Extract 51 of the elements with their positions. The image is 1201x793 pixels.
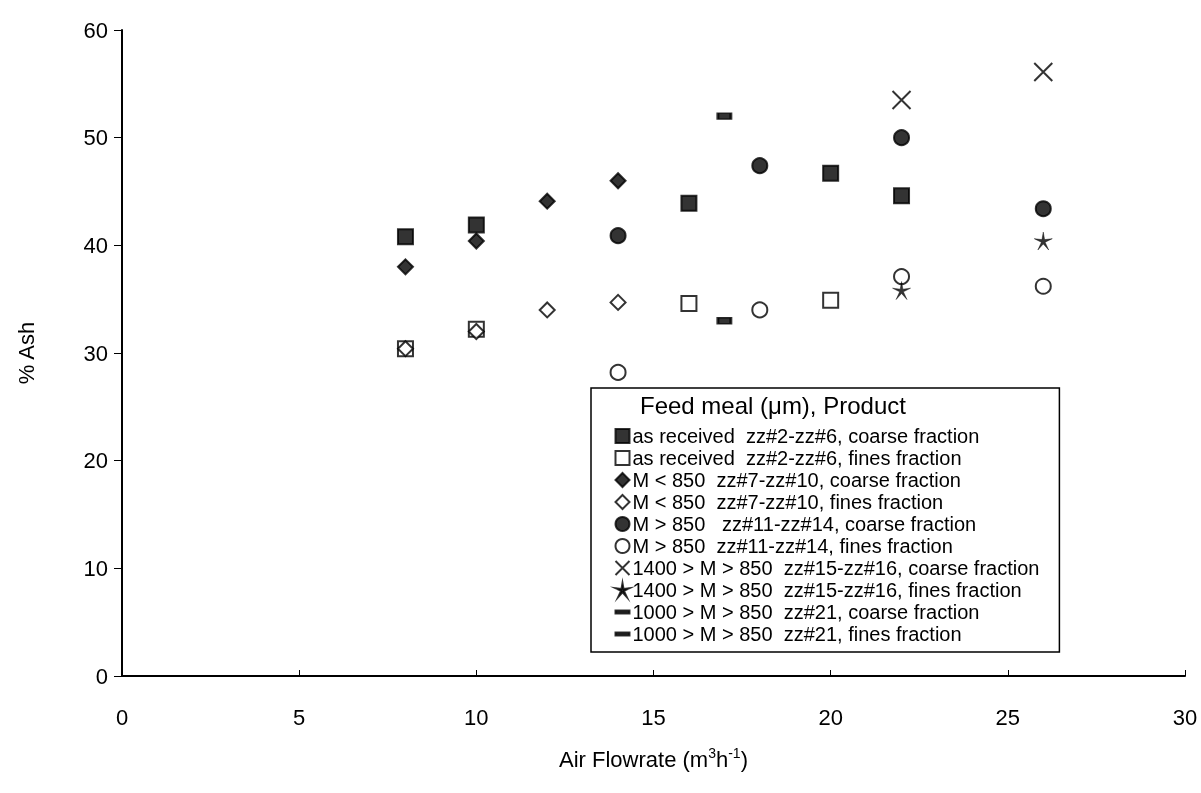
point [893,268,911,286]
x-tick-label: 20 [818,704,843,730]
legend-label: 1400 > M > 850 zz#15-zz#16, coarse fraction [632,557,1040,579]
point [893,187,911,205]
point [609,172,627,190]
point [822,164,840,182]
point [680,294,698,312]
point [609,363,627,381]
legend-title: Feed meal (μm), Product [640,391,907,419]
point [1034,231,1053,251]
point [538,192,556,210]
legend-label: 1400 > M > 850 zz#15-zz#16, fines fraction [632,579,1022,601]
y-tick-label: 0 [95,663,108,689]
point [891,89,912,110]
legend-label: M < 850 zz#7-zz#10, fines fraction [632,491,944,513]
legend-label: M < 850 zz#7-zz#10, coarse fraction [632,469,961,491]
x-tick-label: 0 [115,704,129,730]
x-tick-label: 30 [1172,704,1198,730]
point [1034,200,1052,218]
point [751,301,769,319]
x-tick-label: 10 [464,704,489,730]
point [680,194,698,212]
y-tick-label: 40 [83,232,108,258]
point [822,291,840,309]
x-tick-label: 15 [641,704,666,730]
legend-label: as received zz#2-zz#6, fines fraction [632,447,962,469]
y-tick-label: 50 [83,125,108,151]
point [893,129,911,147]
legend-label: as received zz#2-zz#6, coarse fraction [632,425,980,447]
y-axis-title: % Ash [13,321,39,385]
y-tick-label: 30 [83,340,108,366]
point [538,301,556,319]
point [1033,61,1054,82]
x-tick-label: 5 [293,704,306,730]
point [396,228,414,246]
legend-label: M > 850 zz#11-zz#14, fines fraction [632,535,953,557]
point [396,258,414,276]
y-tick-label: 20 [83,448,108,474]
point [751,157,769,175]
point [1034,277,1052,295]
point [467,216,485,234]
legend-label: M > 850 zz#11-zz#14, coarse fraction [632,513,977,535]
point [609,227,627,245]
x-tick-label: 25 [995,704,1021,730]
point [467,232,485,250]
y-tick-label: 60 [83,17,108,43]
legend-label: 1000 > M > 850 zz#21, coarse fraction [632,601,980,623]
point [609,293,627,311]
legend-label: 1000 > M > 850 zz#21, fines fraction [632,623,962,645]
point [892,281,911,300]
y-tick-label: 10 [83,555,108,581]
